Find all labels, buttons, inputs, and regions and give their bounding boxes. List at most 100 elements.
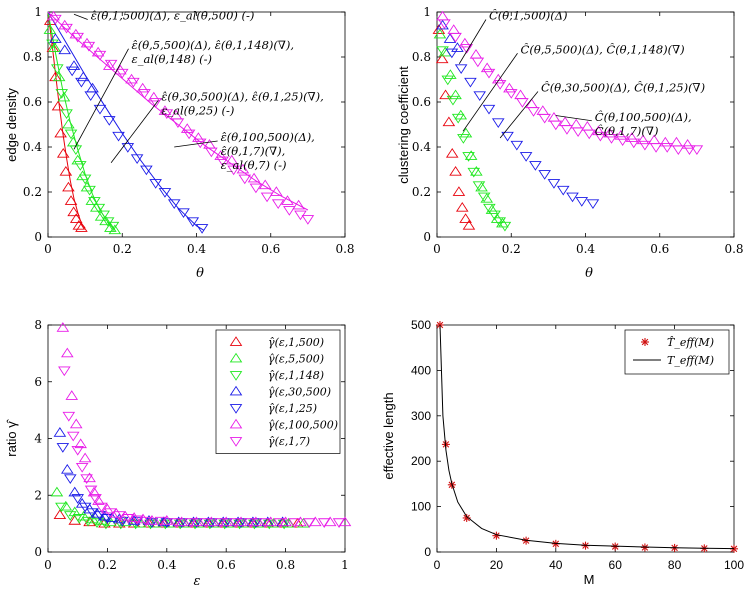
ratio-series--1-25- <box>56 443 263 528</box>
data-point <box>195 224 209 234</box>
data-point <box>75 77 88 88</box>
data-point <box>60 23 73 34</box>
y-tick-label: 1 <box>34 5 42 19</box>
data-point <box>498 221 512 232</box>
data-point <box>483 203 496 214</box>
y-tick-label: 0.2 <box>412 185 431 199</box>
data-point <box>472 181 486 192</box>
data-point <box>459 213 472 223</box>
data-point <box>491 73 505 84</box>
y-tick-label: 0 <box>34 545 42 559</box>
data-point <box>147 91 161 102</box>
ratio-legend: γ̂(ε,1,500) γ̂(ε,5,500) γ̂(ε,1,148) γ̂(ε,30… <box>215 329 341 454</box>
data-point <box>681 138 694 149</box>
data-point <box>214 150 227 160</box>
x-tick-label: 20 <box>490 558 504 572</box>
data-point <box>67 206 80 217</box>
data-point <box>98 510 111 521</box>
y-tick-label: 0 <box>424 545 431 559</box>
x-tick-label: 0.6 <box>650 242 669 256</box>
data-point <box>332 518 346 528</box>
data-point <box>121 514 135 524</box>
data-point <box>54 127 67 138</box>
annotation-text: ε̂(θ,100,500)(Δ), <box>221 130 315 144</box>
data-point <box>514 89 527 100</box>
data-point <box>519 152 533 162</box>
x-tick-label: 60 <box>609 558 623 572</box>
data-point <box>92 203 106 214</box>
legend-label: T_eff(M) <box>667 354 714 367</box>
x-tick-label: 0 <box>433 242 441 256</box>
edge-annotation-3: ε̂(θ,100,500)(Δ),ε̂(θ,1,7)(∇),ε_al(θ,7) … <box>174 130 315 172</box>
x-tick-label: 0.2 <box>502 242 521 256</box>
data-point <box>83 516 96 527</box>
data-point <box>436 10 449 21</box>
data-point <box>63 511 77 521</box>
legend-entry: γ̂(ε,5,500) <box>229 353 324 366</box>
series-line <box>47 11 86 229</box>
legend-entry: γ̂(ε,1,148) <box>229 369 324 382</box>
data-point <box>127 77 140 88</box>
data-point <box>90 518 104 528</box>
data-point <box>467 167 481 178</box>
annotation-text: ε̂(θ,5,500)(Δ), ε̂(θ,1,148)(∇), <box>132 38 295 52</box>
data-point <box>118 516 132 527</box>
y-tick-label: 0.4 <box>412 140 431 154</box>
data-point <box>171 118 185 129</box>
ratio-series--1-7- <box>58 366 346 528</box>
x-tick-label: 1 <box>341 558 349 572</box>
effective-length-ylabel: effective length <box>381 392 396 479</box>
annotation-text: ε_al(θ,148) (-) <box>132 52 212 66</box>
data-point <box>84 485 98 496</box>
data-point <box>460 44 473 54</box>
data-point <box>180 123 194 133</box>
data-point <box>449 165 462 176</box>
edge-series-curve-red <box>47 11 86 229</box>
y-tick-label: 0.6 <box>23 95 42 109</box>
legend-marker <box>641 338 649 346</box>
data-point <box>462 152 475 162</box>
data-point <box>462 513 471 522</box>
data-point <box>49 14 62 25</box>
data-point <box>56 443 70 453</box>
y-tick-label: 0 <box>34 230 42 244</box>
data-point <box>106 221 120 232</box>
data-point <box>86 82 99 93</box>
data-point <box>569 118 583 129</box>
annotation-text: Ĉ(θ,30,500)(Δ), Ĉ(θ,1,25)(∇) <box>541 81 705 95</box>
data-point <box>482 104 496 115</box>
data-point <box>49 33 62 43</box>
data-point <box>435 321 444 329</box>
data-point <box>473 91 486 102</box>
data-point <box>61 347 74 358</box>
legend-label: γ̂(ε,100,500) <box>268 419 338 432</box>
annotation-leader-line <box>110 100 159 163</box>
data-point <box>442 116 456 127</box>
data-point <box>213 518 227 528</box>
x-tick-label: 0 <box>44 242 52 256</box>
data-point <box>459 127 473 138</box>
data-point <box>547 179 561 189</box>
legend-label: γ̂(ε,30,500) <box>268 386 331 399</box>
y-tick-label: 400 <box>411 363 431 377</box>
edge-series-curve-magenta <box>47 11 309 211</box>
data-point <box>516 98 529 108</box>
annotation-text: Ĉ(θ,100,500)(Δ), <box>595 110 692 124</box>
data-point <box>616 136 629 147</box>
data-point <box>93 50 107 61</box>
data-point <box>56 147 70 158</box>
data-point <box>62 118 75 129</box>
data-point <box>78 502 92 513</box>
data-point <box>477 192 491 203</box>
data-point <box>66 136 80 147</box>
star-stroke <box>436 321 444 329</box>
data-point <box>63 474 77 484</box>
data-point <box>433 28 447 39</box>
data-point <box>149 98 162 108</box>
data-point <box>50 486 64 497</box>
data-point <box>436 19 449 30</box>
x-tick-label: 0.4 <box>157 558 176 572</box>
data-point <box>493 80 507 90</box>
edge-annotation-1: ε̂(θ,5,500)(Δ), ε̂(θ,1,148)(∇),ε_al(θ,14… <box>73 38 295 150</box>
